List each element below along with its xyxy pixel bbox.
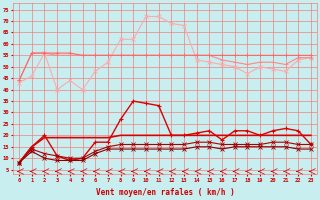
X-axis label: Vent moyen/en rafales ( km/h ): Vent moyen/en rafales ( km/h ) [96, 188, 234, 197]
